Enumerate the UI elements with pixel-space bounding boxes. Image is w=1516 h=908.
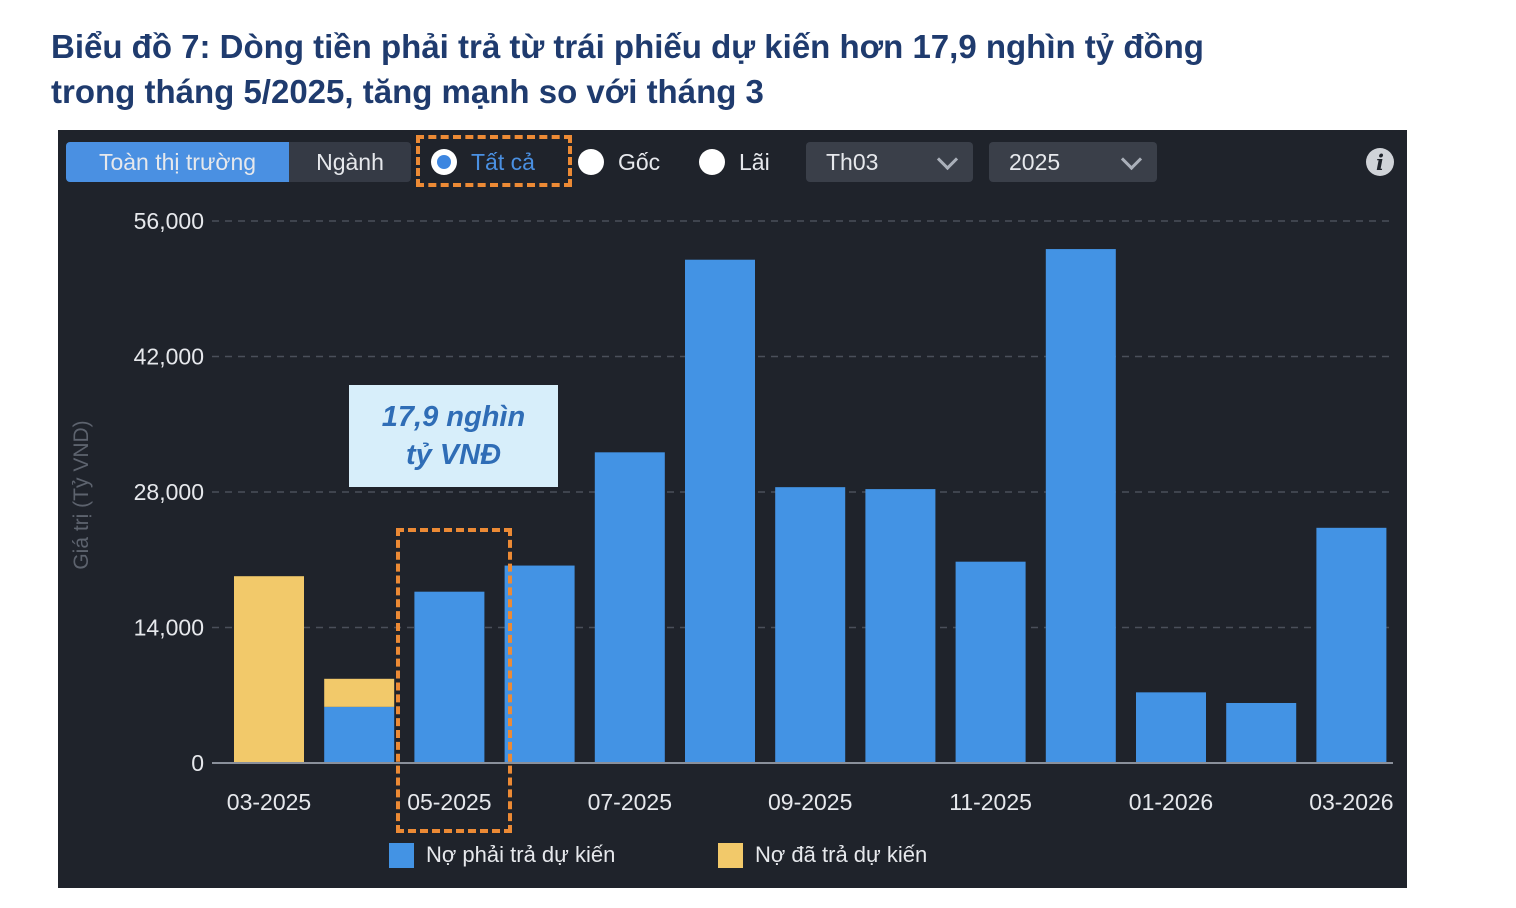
bar-payable <box>504 565 575 763</box>
radio-interest-label: Lãi <box>739 148 770 175</box>
bar-payable <box>324 706 395 763</box>
x-tick-label: 03-2026 <box>1309 789 1393 815</box>
bar-payable <box>1136 692 1206 763</box>
bar-payable <box>685 259 755 763</box>
y-tick-label: 14,000 <box>134 615 204 641</box>
radio-principal[interactable]: Gốc <box>578 146 660 178</box>
x-tick-label: 05-2025 <box>407 789 491 815</box>
legend-item-paid[interactable]: Nợ đã trả dự kiến <box>718 840 927 870</box>
segment-market-button[interactable]: Toàn thị trường <box>66 142 289 182</box>
x-tick-label: 07-2025 <box>588 789 672 815</box>
chart-title: Biểu đồ 7: Dòng tiền phải trả từ trái ph… <box>51 24 1471 114</box>
y-tick-label: 28,000 <box>134 479 204 505</box>
year-select[interactable]: 2025 <box>989 142 1157 182</box>
bar-payable <box>775 487 846 763</box>
legend-swatch-blue <box>389 842 414 868</box>
radio-all[interactable]: Tất cả <box>431 146 535 178</box>
y-axis-label: Giá trị (Tỷ VND) <box>70 420 93 570</box>
y-tick-label: 56,000 <box>134 208 204 234</box>
title-line-1: Biểu đồ 7: Dòng tiền phải trả từ trái ph… <box>51 28 1204 65</box>
legend-item-payable[interactable]: Nợ phải trả dự kiến <box>389 840 615 870</box>
callout-line-1: 17,9 nghìn <box>381 401 526 433</box>
bar-paid <box>324 678 395 707</box>
legend-swatch-yellow <box>718 842 743 868</box>
info-icon[interactable]: i <box>1366 148 1394 176</box>
bar-payable <box>955 561 1026 763</box>
radio-unselected-icon <box>699 149 725 175</box>
x-tick-label: 09-2025 <box>768 789 852 815</box>
y-tick-label: 0 <box>191 750 204 776</box>
bar-payable <box>865 489 936 763</box>
x-tick-label: 03-2025 <box>227 789 311 815</box>
legend-label-paid: Nợ đã trả dự kiến <box>755 842 928 867</box>
radio-all-label: Tất cả <box>471 148 535 175</box>
title-line-2: trong tháng 5/2025, tăng mạnh so với thá… <box>51 73 764 110</box>
bar-paid <box>234 576 304 763</box>
legend-label-payable: Nợ phải trả dự kiến <box>426 842 616 867</box>
month-select[interactable]: Th03 <box>806 142 973 182</box>
y-tick-label: 42,000 <box>134 344 204 370</box>
month-select-value: Th03 <box>826 148 879 175</box>
bar-payable <box>1045 249 1116 763</box>
radio-selected-icon <box>431 149 457 175</box>
segment-industry-button[interactable]: Ngành <box>289 142 411 182</box>
year-select-value: 2025 <box>1009 148 1061 175</box>
bar-payable <box>594 452 665 763</box>
radio-principal-label: Gốc <box>618 148 661 175</box>
bar-payable <box>1316 527 1387 763</box>
bar-payable <box>1226 702 1297 763</box>
radio-interest[interactable]: Lãi <box>699 146 770 178</box>
x-tick-label: 01-2026 <box>1129 789 1213 815</box>
x-tick-label: 11-2025 <box>949 789 1032 815</box>
value-callout: 17,9 nghìn tỷ VNĐ <box>349 385 558 487</box>
bar-payable <box>414 591 485 763</box>
callout-line-2: tỷ VNĐ <box>405 439 502 471</box>
radio-unselected-icon <box>578 149 604 175</box>
